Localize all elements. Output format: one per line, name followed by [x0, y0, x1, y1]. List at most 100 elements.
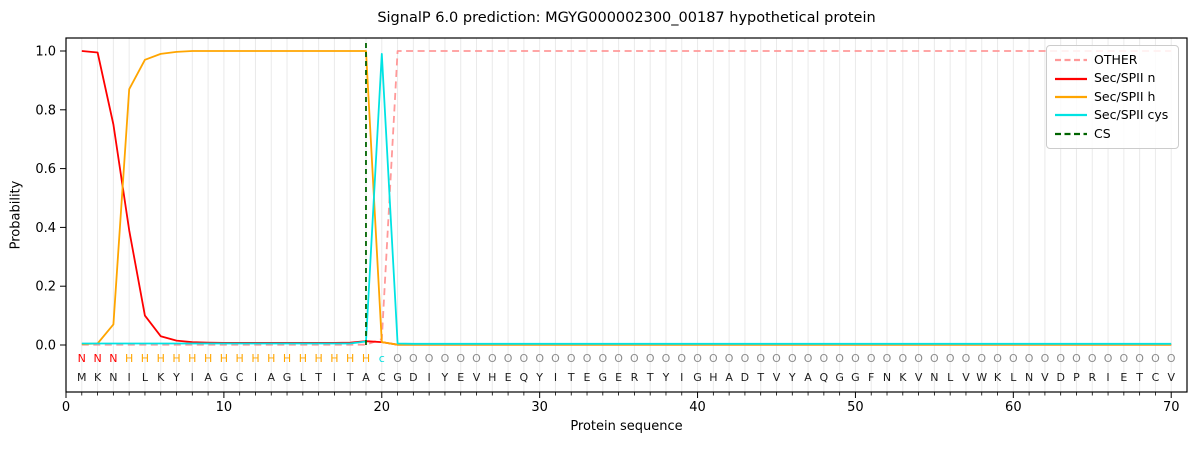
annotation-letter: O [1120, 352, 1129, 365]
annotation-letter: O [725, 352, 734, 365]
annotation-letter: O [662, 352, 671, 365]
sequence-letter: A [725, 371, 733, 384]
x-tick-label: 0 [62, 400, 70, 415]
sequence-letter: L [142, 371, 149, 384]
sequence-letter: Q [820, 371, 829, 384]
sequence-letter: R [631, 371, 639, 384]
sequence-letter: I [254, 371, 257, 384]
annotation-letter: O [756, 352, 765, 365]
sequence-letter: V [1167, 371, 1175, 384]
annotation-letter: O [867, 352, 876, 365]
sequence-letter: A [362, 371, 370, 384]
y-tick-label: 0.4 [35, 221, 56, 236]
annotation-letter: O [1056, 352, 1065, 365]
annotation-letter: O [1088, 352, 1097, 365]
annotation-letter: O [1104, 352, 1113, 365]
annotation-letter: H [330, 352, 338, 365]
annotation-letter: O [693, 352, 702, 365]
legend: OTHER Sec/SPII n Sec/SPII h Sec/SPII cys CS [1046, 45, 1179, 149]
sequence-letter: Y [788, 371, 796, 384]
annotation-letter: O [835, 352, 844, 365]
annotation-letter: O [441, 352, 450, 365]
sequence-letter: G [220, 371, 229, 384]
annotation-letter: H [362, 352, 370, 365]
sequence-letter: Q [520, 371, 529, 384]
sequence-letter: I [1106, 371, 1109, 384]
annotation-letter: H [267, 352, 275, 365]
sequence-letter: V [962, 371, 970, 384]
annotation-letter: O [977, 352, 986, 365]
sequence-letter: I [554, 371, 557, 384]
sequence-letter: Y [535, 371, 543, 384]
annotation-letter: O [551, 352, 560, 365]
annotation-letter: H [236, 352, 244, 365]
annotation-letter: H [299, 352, 307, 365]
y-tick-label: 1.0 [35, 45, 56, 60]
sequence-letter: E [1120, 371, 1127, 384]
sequence-letter: T [756, 371, 764, 384]
grid-lines [81, 38, 1172, 392]
annotation-letter: H [314, 352, 322, 365]
sequence-letter: G [851, 371, 860, 384]
y-tick-label: 0.0 [35, 339, 56, 354]
sequence-letter: G [283, 371, 292, 384]
legend-item-sec-spii-cys: Sec/SPII cys [1055, 109, 1170, 122]
annotation-letter: H [283, 352, 291, 365]
sequence-letter: I [680, 371, 683, 384]
annotation-letter: O [788, 352, 797, 365]
legend-item-sec-spii-h: Sec/SPII h [1055, 90, 1170, 104]
x-tick-label: 50 [847, 400, 864, 415]
legend-line-sample-other [1055, 59, 1087, 62]
annotation-letter: c [379, 352, 385, 365]
legend-label-other: OTHER [1094, 51, 1138, 67]
annotation-letter: O [520, 352, 529, 365]
legend-line-sample-cs [1055, 132, 1087, 135]
legend-line-sample-sec-spii-cys [1055, 114, 1087, 117]
sequence-letter: P [1073, 371, 1080, 384]
annotation-letter: O [567, 352, 576, 365]
annotation-letter: O [1009, 352, 1018, 365]
legend-line-sample-sec-spii-h [1055, 95, 1087, 99]
x-tick-label: 30 [531, 400, 548, 415]
sequence-letter: K [157, 371, 165, 384]
y-tick-label: 0.8 [35, 103, 56, 118]
sequence-letter: H [488, 371, 496, 384]
annotation-letter: H [188, 352, 196, 365]
annotation-letter: O [472, 352, 481, 365]
annotation-letter: N [78, 352, 86, 365]
sequence-letter: A [804, 371, 812, 384]
sequence-letter: T [646, 371, 654, 384]
legend-item-sec-spii-n: Sec/SPII n [1055, 72, 1170, 85]
sequence-letter: N [883, 371, 891, 384]
sequence-letter: K [899, 371, 907, 384]
annotation-letter: H [141, 352, 149, 365]
annotation-letter: O [741, 352, 750, 365]
annotation-letter: O [1167, 352, 1176, 365]
annotation-letter: N [93, 352, 101, 365]
sequence-letter: N [109, 371, 117, 384]
annotation-letter: H [204, 352, 212, 365]
sequence-letter: D [1056, 371, 1064, 384]
annotation-letter: O [883, 352, 892, 365]
annotation-letter: O [677, 352, 686, 365]
sequence-letter: A [204, 371, 212, 384]
y-tick-label: 0.2 [35, 280, 56, 295]
x-tick-label: 70 [1163, 400, 1180, 415]
y-axis: 0.0 0.2 0.4 0.6 0.8 1.0 [35, 45, 66, 354]
chart-title: SignalP 6.0 prediction: MGYG000002300_00… [377, 10, 876, 26]
annotation-letter: O [393, 352, 402, 365]
sequence-letter: G [393, 371, 402, 384]
annotation-letter: O [898, 352, 907, 365]
x-tick-label: 40 [689, 400, 706, 415]
sequence-letter: L [947, 371, 954, 384]
sequence-letter: W [976, 371, 987, 384]
sequence-letter: E [584, 371, 591, 384]
x-axis: 0 10 20 30 40 50 60 70 [62, 392, 1180, 415]
sequence-letter: G [693, 371, 702, 384]
series-line-sec-spii-h [81, 50, 1172, 346]
annotation-letter: O [583, 352, 592, 365]
legend-item-cs: CS [1055, 127, 1170, 141]
